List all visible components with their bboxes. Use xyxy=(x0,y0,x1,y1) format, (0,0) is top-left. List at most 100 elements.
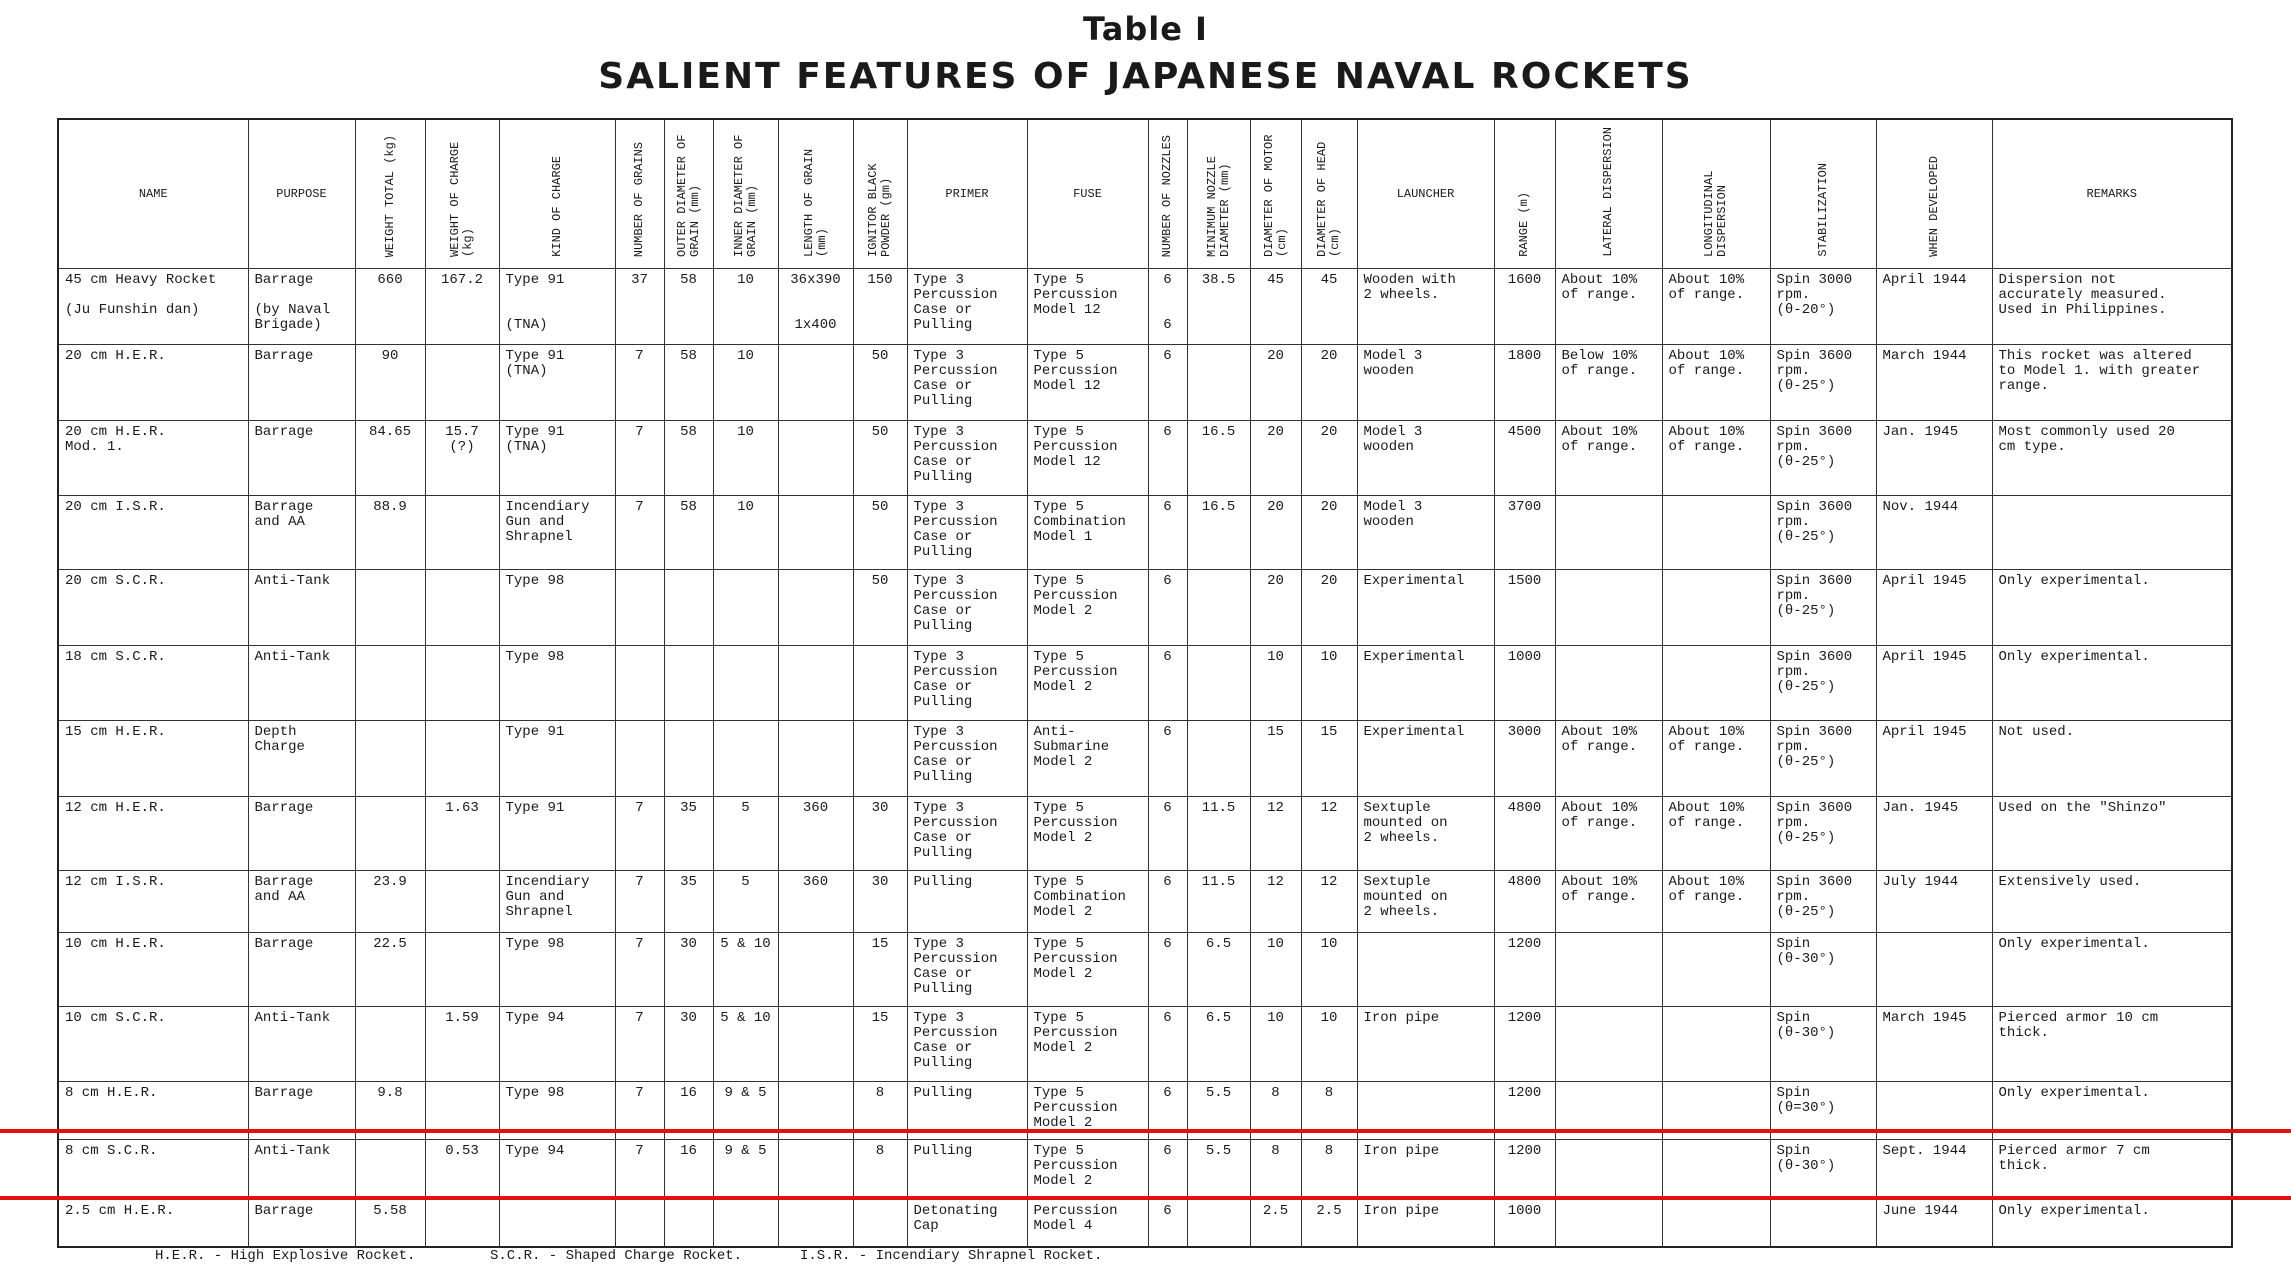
table-cell: Type 5 Percussion Model 12 xyxy=(1026,344,1149,421)
table-cell: 1800 xyxy=(1493,344,1556,421)
table-cell xyxy=(1186,720,1251,797)
table-cell: 20 xyxy=(1249,495,1302,570)
table-cell: 30 xyxy=(852,870,908,933)
table-cell xyxy=(354,1006,426,1082)
table-cell: Spin 3600 rpm. (θ-25°) xyxy=(1769,344,1877,421)
column-header-label: INNER DIAMETER OF GRAIN (mm) xyxy=(731,134,759,257)
table-cell xyxy=(354,645,426,721)
table-cell: 5 & 10 xyxy=(712,932,779,1007)
table-cell: Barrage xyxy=(247,344,356,421)
table-cell: 10 xyxy=(712,268,779,345)
table-cell: 50 xyxy=(852,344,908,421)
table-cell: April 1945 xyxy=(1875,720,1993,797)
table-cell: Barrage (by Naval Brigade) xyxy=(247,268,356,345)
column-header-label: NUMBER OF GRAINS xyxy=(632,141,646,257)
table-cell: 6 xyxy=(1147,796,1188,871)
table-cell xyxy=(712,645,779,721)
table-cell: 20 xyxy=(1249,569,1302,646)
table-cell: 167.2 xyxy=(424,268,500,345)
table-cell: Type 98 xyxy=(498,569,616,646)
table-cell: Model 3 wooden xyxy=(1356,495,1495,570)
column-header-label: RANGE (m) xyxy=(1517,192,1531,257)
table-cell xyxy=(777,495,854,570)
table-cell xyxy=(424,870,500,933)
table-cell: 6 xyxy=(1147,720,1188,797)
table-cell: About 10% of range. xyxy=(1554,420,1663,496)
table-cell: Sextuple mounted on 2 wheels. xyxy=(1356,796,1495,871)
column-header-label: LENGTH OF GRAIN (mm) xyxy=(801,148,829,257)
column-header: WEIGHT TOTAL (kg) xyxy=(354,118,426,269)
column-header: FUSE xyxy=(1026,118,1149,269)
table-cell: 58 xyxy=(663,268,714,345)
table-cell: 45 xyxy=(1249,268,1302,345)
table-cell: 1000 xyxy=(1493,1199,1556,1247)
table-cell: 84.65 xyxy=(354,420,426,496)
table-cell: 58 xyxy=(663,420,714,496)
column-header-label: STABILIZATION xyxy=(1815,163,1830,257)
table-cell: 20 cm I.S.R. xyxy=(57,495,249,570)
table-cell: Spin 3600 rpm. (θ-25°) xyxy=(1769,720,1877,797)
table-cell xyxy=(1991,495,2233,570)
table-cell xyxy=(663,645,714,721)
table-cell xyxy=(777,932,854,1007)
table-cell: 35 xyxy=(663,870,714,933)
table-cell: 6 xyxy=(1147,870,1188,933)
table-cell: 90 xyxy=(354,344,426,421)
table-cell: March 1944 xyxy=(1875,344,1993,421)
table-cell: 20 cm S.C.R. xyxy=(57,569,249,646)
table-cell: June 1944 xyxy=(1875,1199,1993,1247)
table-cell: 1.63 xyxy=(424,796,500,871)
table-cell: April 1945 xyxy=(1875,645,1993,721)
table-cell: 6 xyxy=(1147,420,1188,496)
table-cell xyxy=(1661,495,1771,570)
table-row: 18 cm S.C.R. Anti-Tank Type 98 Type 3 Percu… xyxy=(57,645,2233,721)
table-cell: 45 cm Heavy Rocket (Ju Funshin dan) xyxy=(57,268,249,345)
table-cell: Iron pipe xyxy=(1356,1199,1495,1247)
table-cell: 6 xyxy=(1147,1006,1188,1082)
table-cell: Type 3 Percussion Case or Pulling xyxy=(906,645,1028,721)
column-header: STABILIZATION xyxy=(1769,118,1877,269)
table-row: 2.5 cm H.E.R. Barrage 5.58 Detonating Cap Pe… xyxy=(57,1199,2233,1247)
table-cell: Spin (θ-30°) xyxy=(1769,1139,1877,1200)
table-cell: July 1944 xyxy=(1875,870,1993,933)
table-cell: 20 xyxy=(1300,420,1358,496)
table-cell: 45 xyxy=(1300,268,1358,345)
table-cell: Only experimental. xyxy=(1991,645,2233,721)
table-cell: Type 3 Percussion Case or Pulling xyxy=(906,1006,1028,1082)
table-row: 20 cm H.E.R. Mod. 1. Barrage 84.65 15.7 (?)… xyxy=(57,420,2233,496)
table-cell: 10 xyxy=(1249,645,1302,721)
table-cell: Detonating Cap xyxy=(906,1199,1028,1247)
table-cell: 20 cm H.E.R. Mod. 1. xyxy=(57,420,249,496)
table-cell: 4500 xyxy=(1493,420,1556,496)
table-cell: Type 3 Percussion Case or Pulling xyxy=(906,796,1028,871)
table-cell xyxy=(614,645,665,721)
table-cell xyxy=(1554,569,1663,646)
table-cell xyxy=(1554,1006,1663,1082)
table-cell: 15 xyxy=(1249,720,1302,797)
table-cell: This rocket was altered to Model 1. with… xyxy=(1991,344,2233,421)
table-cell: 38.5 xyxy=(1186,268,1251,345)
table-cell: Jan. 1945 xyxy=(1875,420,1993,496)
table-cell xyxy=(1554,932,1663,1007)
table-cell xyxy=(1186,645,1251,721)
table-cell: 10 xyxy=(1300,645,1358,721)
table-cell: 6 6 xyxy=(1147,268,1188,345)
table-row: 10 cm S.C.R. Anti-Tank 1.59 Type 94 7 30 5 & 1… xyxy=(57,1006,2233,1082)
table-cell xyxy=(424,720,500,797)
table-cell: 6 xyxy=(1147,1199,1188,1247)
table-cell: 30 xyxy=(852,796,908,871)
table-cell: Jan. 1945 xyxy=(1875,796,1993,871)
table-cell: Model 3 wooden xyxy=(1356,344,1495,421)
column-header-label: WEIGHT OF CHARGE (kg) xyxy=(448,141,475,257)
table-cell: Type 5 Percussion Model 2 xyxy=(1026,569,1149,646)
column-header-label: DIAMETER OF HEAD (cm) xyxy=(1315,141,1342,257)
table-cell: 1200 xyxy=(1493,1006,1556,1082)
table-cell: Most commonly used 20 cm type. xyxy=(1991,420,2233,496)
table-cell xyxy=(614,720,665,797)
column-header: IGNITOR BLACK POWDER (gm) xyxy=(852,118,908,269)
table-cell xyxy=(777,1006,854,1082)
column-header-label: KIND OF CHARGE xyxy=(549,156,564,257)
table-cell: 12 xyxy=(1249,870,1302,933)
table-cell: Experimental xyxy=(1356,569,1495,646)
table-cell: Spin 3600 rpm. (θ-25°) xyxy=(1769,796,1877,871)
